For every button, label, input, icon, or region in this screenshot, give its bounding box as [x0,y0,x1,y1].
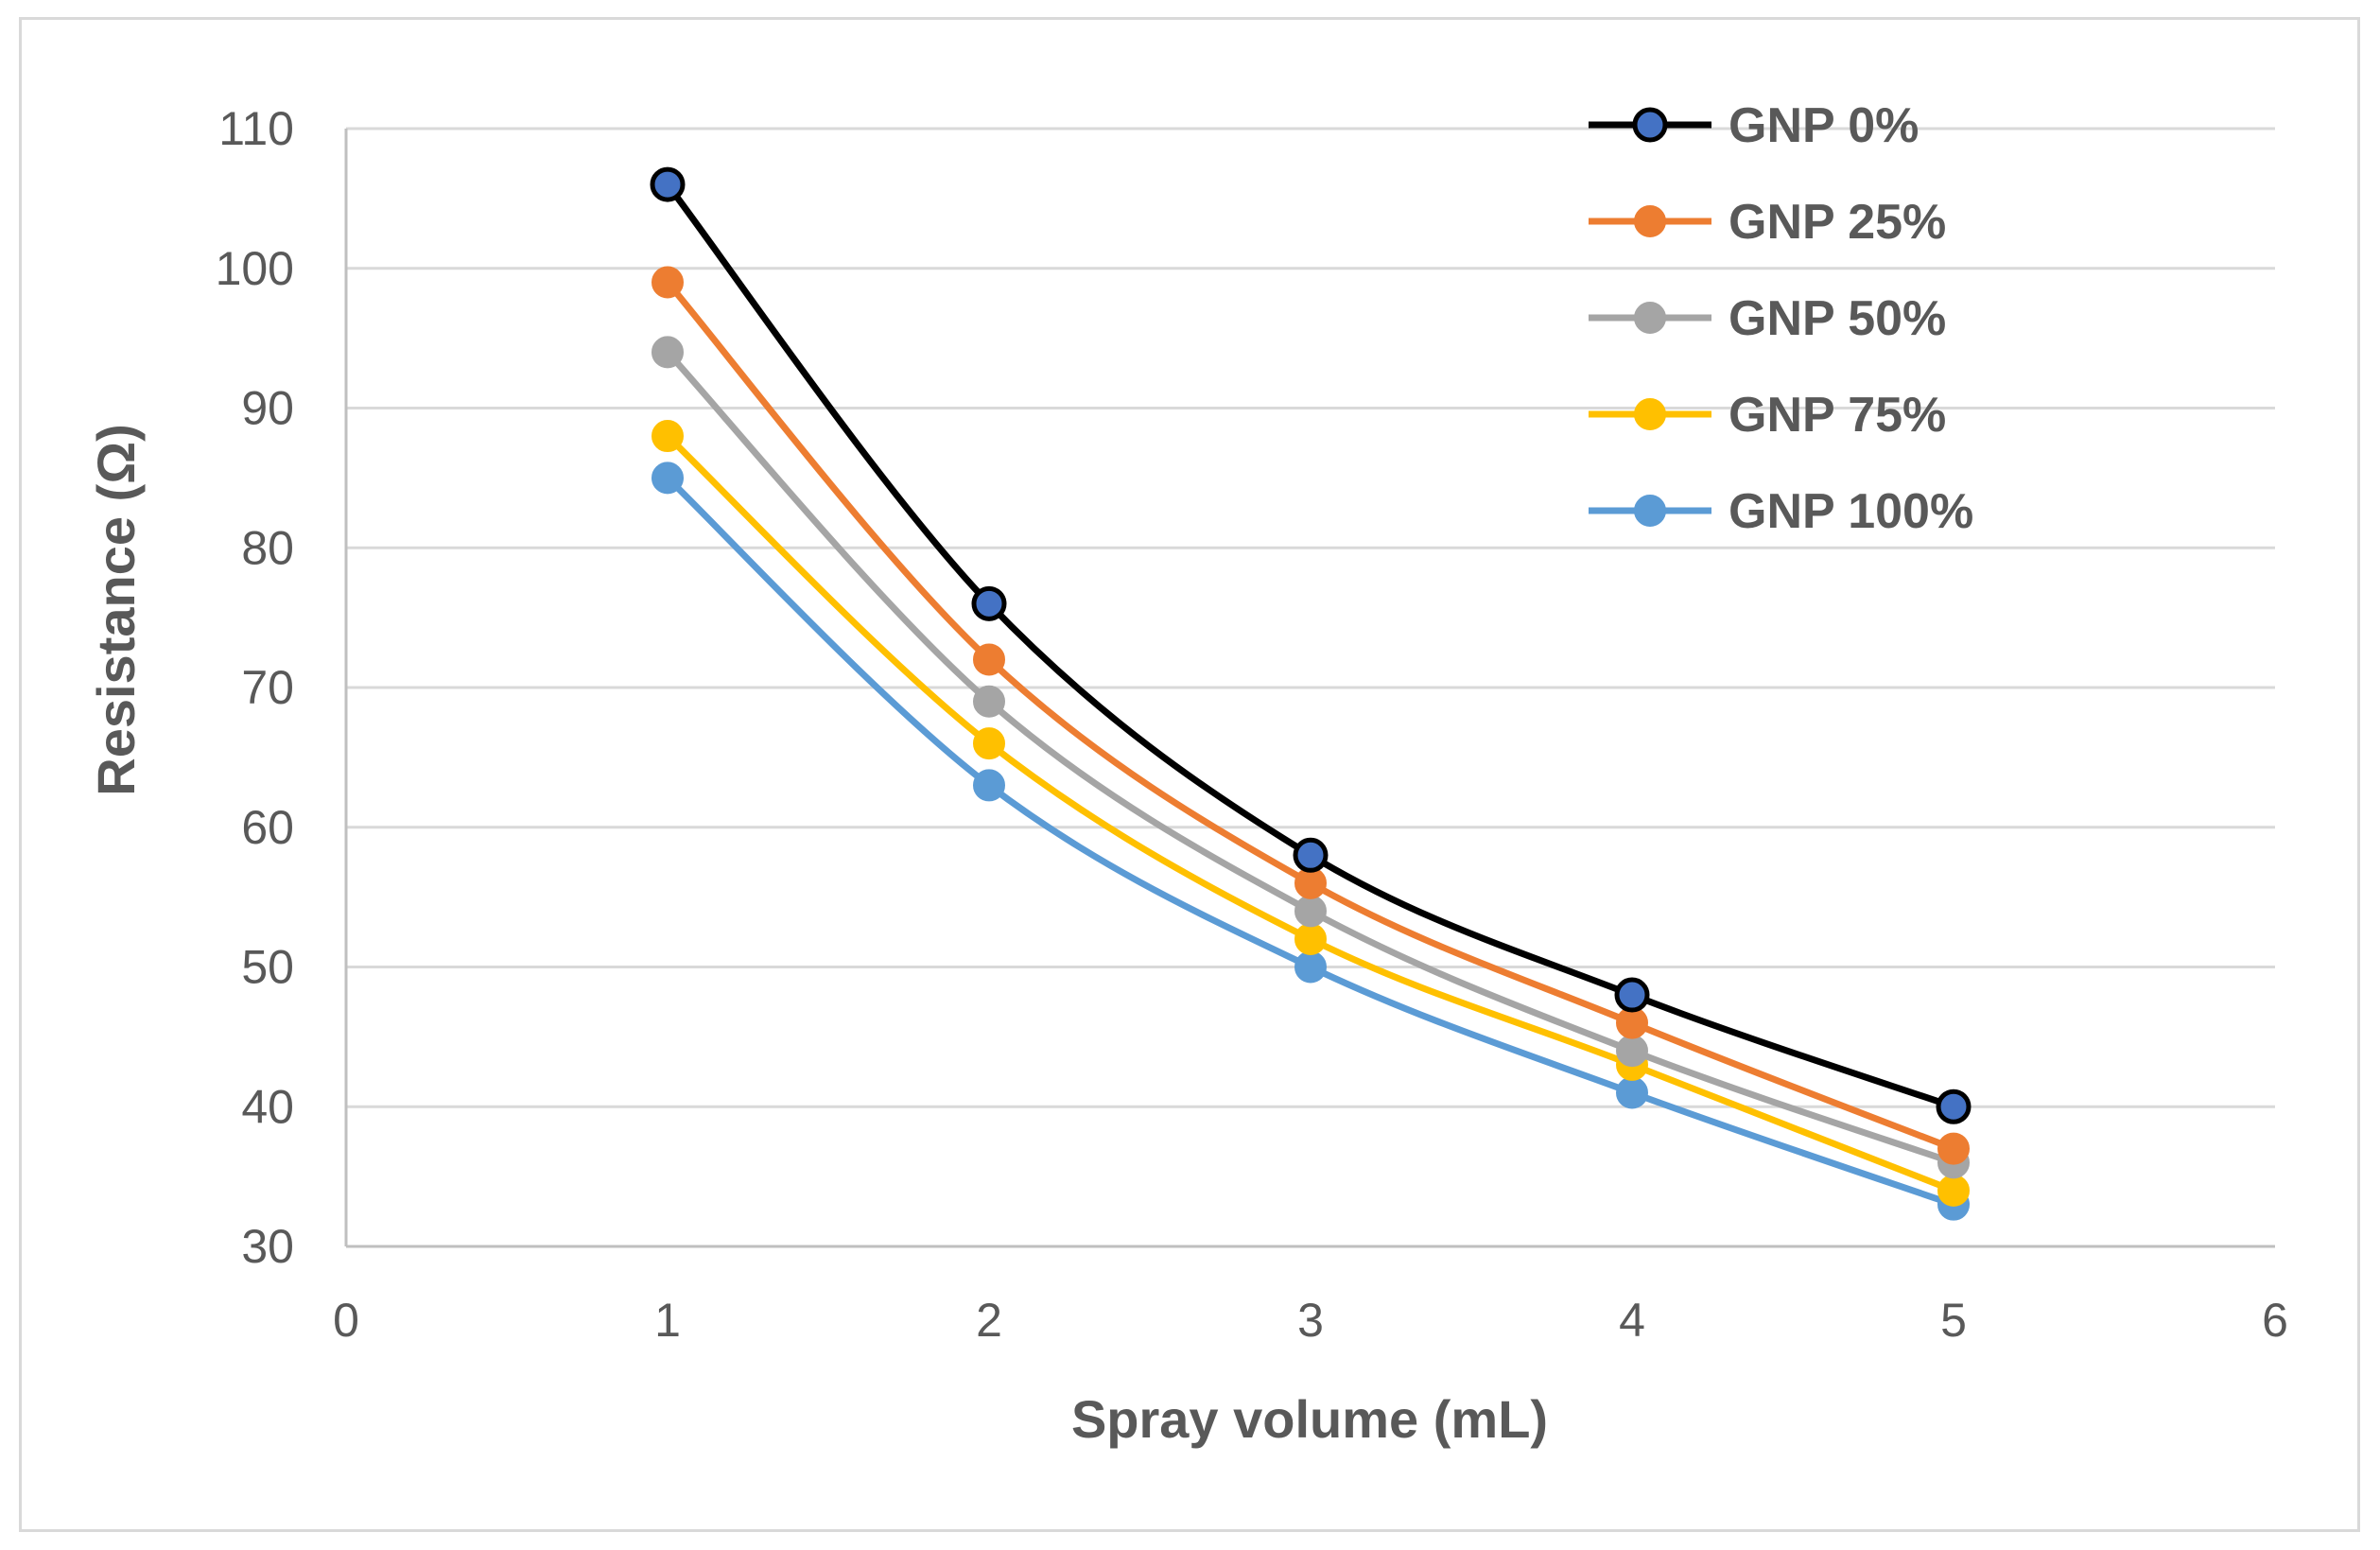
data-point-gnp-100-x1 [651,462,684,495]
data-point-gnp-25-x1 [651,266,684,299]
legend-label-gnp-100: GNP 100% [1729,484,1973,539]
data-point-gnp-100-x4 [1616,1076,1648,1109]
axes [344,129,2275,1248]
x-tick-label-1: 1 [654,1294,681,1347]
x-tick-label-4: 4 [1619,1294,1645,1347]
y-tick-label-40: 40 [241,1080,294,1133]
data-point-gnp-50-x1 [651,336,684,369]
series-line-gnp-50 [665,350,1955,1166]
data-point-gnp-100-x2 [973,769,1005,802]
y-tick-label-90: 90 [241,382,294,435]
legend-marker-gnp-25 [1634,205,1666,237]
x-tick-label-2: 2 [976,1294,1002,1347]
legend-marker-gnp-50 [1634,302,1666,334]
x-axis-title: Spray volume (mL) [1071,1389,1548,1449]
y-tick-label-80: 80 [241,521,294,574]
legend-marker-gnp-0 [1632,107,1668,143]
data-point-gnp-75-x2 [973,727,1005,760]
legend: GNP 0% GNP 25% GNP 50% GNP 75% GNP 100% [1589,98,1973,539]
data-point-gnp-75-x5 [1937,1174,1970,1207]
data-point-gnp-25-x5 [1937,1132,1970,1165]
legend-label-gnp-0: GNP 0% [1729,98,1919,153]
tick-labels: 30 40 50 60 70 80 90 100 110 0 1 2 3 4 5 6 [216,102,2288,1347]
y-tick-label-100: 100 [216,242,294,295]
series-line-gnp-0 [665,182,1955,1110]
data-point-gnp-0-x1 [650,166,686,202]
data-point-gnp-0-x3 [1293,837,1329,873]
data-point-gnp-100-x3 [1294,950,1327,984]
y-tick-label-70: 70 [241,661,294,714]
y-tick-label-50: 50 [241,941,294,994]
legend-label-gnp-75: GNP 75% [1729,388,1946,443]
legend-label-gnp-50: GNP 50% [1729,291,1946,346]
legend-marker-gnp-75 [1634,398,1666,430]
legend-marker-gnp-100 [1634,495,1666,527]
series-group [650,166,1972,1221]
data-point-gnp-75-x1 [651,420,684,453]
y-tick-label-30: 30 [241,1220,294,1273]
series-line-gnp-25 [665,280,1955,1152]
data-point-gnp-50-x2 [973,685,1005,718]
data-point-gnp-50-x4 [1616,1035,1648,1068]
data-point-gnp-50-x3 [1294,895,1327,928]
data-point-gnp-0-x4 [1614,977,1650,1013]
x-tick-label-3: 3 [1297,1294,1324,1347]
y-tick-label-60: 60 [241,801,294,854]
y-axis-title: Resistance (Ω) [86,424,146,795]
data-point-gnp-75-x3 [1294,922,1327,955]
x-tick-label-5: 5 [1940,1294,1967,1347]
y-tick-label-110: 110 [218,102,294,155]
x-tick-label-0: 0 [333,1294,359,1347]
data-point-gnp-0-x5 [1936,1088,1972,1124]
legend-label-gnp-25: GNP 25% [1729,195,1946,250]
data-point-gnp-0-x2 [971,585,1007,621]
x-tick-label-6: 6 [2262,1294,2288,1347]
data-point-gnp-25-x2 [973,643,1005,676]
